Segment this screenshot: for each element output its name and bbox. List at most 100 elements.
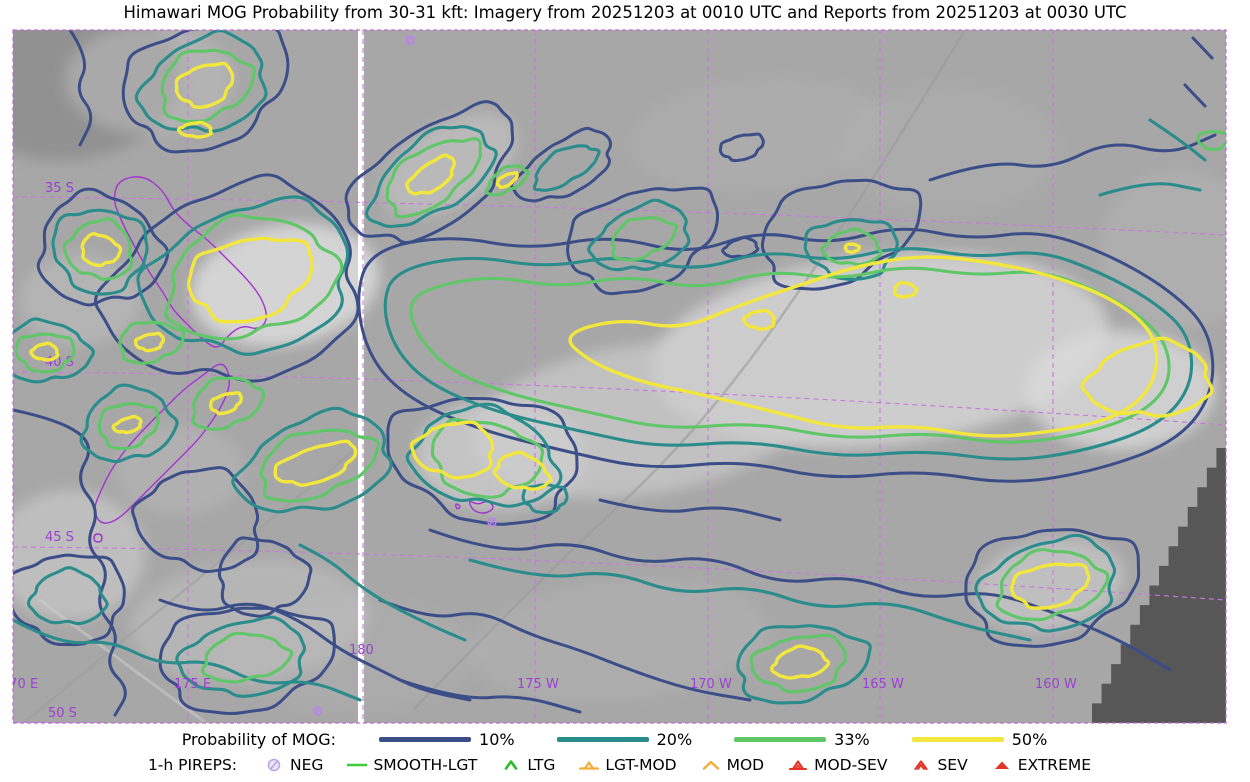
pirep-extreme-label: EXTREME: [1017, 755, 1092, 774]
cloud-patch: [840, 85, 1060, 215]
cloud-patch: [975, 538, 1125, 632]
latitude-label: 35 S: [45, 181, 74, 196]
mog-contour-20pct: [51, 208, 149, 296]
smooth-lgt-symbol-icon: [347, 763, 368, 766]
pirep-neg-marker: [487, 517, 497, 527]
sev-symbol-icon: [914, 759, 929, 770]
neg-symbol-icon: [267, 758, 281, 771]
mog-contour-10pct: [158, 606, 336, 716]
mog-contour-33pct: [200, 631, 294, 684]
mog-legend-item-33pct: 33%: [734, 730, 870, 749]
cloud-patch: [470, 578, 770, 702]
mod-sev-symbol-icon: [789, 759, 808, 770]
mog-contour-50pct: [892, 280, 919, 299]
mog-legend-row: Probability of MOG: 10% 20% 33% 50%: [0, 727, 1250, 752]
mog-contour-10pct: [566, 186, 720, 296]
latitude-label: 45 S: [45, 530, 74, 545]
mog-contour-33pct: [191, 376, 266, 431]
mog-contour-20pct: [13, 317, 95, 384]
map-border: [12, 29, 1227, 724]
cloud-patch: [115, 425, 245, 515]
mog-legend-title: Probability of MOG:: [181, 730, 337, 749]
pirep-smooth-lgt-label: SMOOTH-LGT: [373, 755, 478, 774]
mog-33pct-line-swatch: [734, 737, 827, 742]
mog-10pct-label: 10%: [479, 730, 515, 749]
mog-contour-50pct: [741, 308, 776, 331]
mog-contour-50pct: [111, 414, 143, 435]
mog-contour-50pct: [133, 331, 166, 353]
pirep-legend-item-smooth-lgt: SMOOTH-LGT: [345, 756, 477, 774]
mog-contour-33pct: [14, 332, 76, 374]
mog-contour-33pct: [1196, 129, 1226, 151]
coastline: [455, 503, 461, 510]
mog-contour-20pct: [365, 125, 498, 228]
seam-line: [412, 30, 967, 711]
mog-contour-10pct: [598, 498, 782, 522]
longitude-label: 180: [349, 643, 374, 658]
mog-contour-33pct: [484, 164, 530, 197]
latitude-label: 50 S: [48, 706, 77, 721]
mog-contour-20pct: [13, 618, 362, 702]
mog-contour-10pct: [36, 187, 170, 307]
mog-50pct-line-swatch: [911, 737, 1004, 742]
mog-contour-33pct: [160, 48, 256, 124]
mog-contour-20pct: [803, 218, 899, 281]
mog-contour-20pct: [134, 30, 268, 133]
mog-contour-10pct: [1183, 83, 1207, 108]
mog-contour-10pct: [357, 227, 1215, 483]
longitude-label: 175 W: [517, 677, 559, 692]
legend: Probability of MOG: 10% 20% 33% 50% 1-h …: [0, 727, 1250, 777]
mog-contour-20pct: [532, 144, 601, 192]
ltg-symbol-icon: [505, 759, 518, 770]
satellite-scan-edge-dark-region: [1092, 448, 1226, 723]
mog-contour-20pct: [1098, 182, 1202, 197]
pirep-legend-item-mod: MOD: [699, 756, 764, 774]
mog-contour-33pct: [610, 216, 678, 262]
longitude-label: 170 W: [690, 677, 732, 692]
coastline: [94, 363, 230, 524]
mog-contour-10pct: [386, 396, 579, 526]
mog-contour-33pct: [409, 266, 1171, 444]
mog-contour-20pct: [736, 624, 872, 705]
mog-contour-10pct: [158, 598, 472, 702]
coastline: [113, 176, 268, 348]
mog-contour-50pct: [769, 644, 831, 680]
mog-20pct-line-swatch: [556, 737, 649, 742]
pirep-legend-item-ltg: LTG: [499, 756, 555, 774]
mog-contour-33pct: [62, 217, 134, 282]
mog-contour-33pct: [97, 402, 160, 451]
mog-legend-item-20pct: 20%: [556, 730, 692, 749]
mog-legend-item-10pct: 10%: [379, 730, 515, 749]
mog-contour-50pct: [176, 120, 214, 139]
page-title: Himawari MOG Probability from 30-31 kft:…: [123, 3, 1127, 22]
coastline: [468, 500, 494, 514]
mog-contour-33pct: [749, 633, 847, 694]
mog-contour-50pct: [1009, 562, 1091, 610]
mog-contour-20pct: [298, 543, 467, 642]
cloud-texture-layer: [13, 30, 1226, 710]
mog-contour-50pct: [273, 439, 358, 487]
mog-contour-10pct: [131, 466, 260, 574]
pirep-neg-marker: [313, 706, 323, 716]
mog-contour-33pct: [385, 137, 483, 219]
mog-contour-50pct: [208, 391, 244, 416]
mog-contour-50pct: [80, 231, 123, 268]
pirep-legend-item-neg: NEG: [262, 756, 323, 774]
longitude-label: 170 E: [1, 677, 38, 692]
gridline-latitude: [13, 196, 1226, 236]
mog-contour-50pct: [409, 420, 495, 480]
pirep-neg-marker: [405, 35, 415, 45]
mod-symbol-icon: [702, 760, 719, 770]
mog-contour-33pct: [118, 320, 186, 365]
coastline-layer: [93, 176, 494, 543]
mog-contour-33pct: [820, 227, 883, 267]
longitude-label: 175 E: [174, 677, 211, 692]
mog-contour-20pct: [1148, 118, 1207, 162]
mog-contour-10pct: [217, 536, 313, 618]
mog-contour-20pct: [79, 383, 179, 464]
pirep-legend-row: 1-h PIREPS: NEG SMOOTH-LGT LTG: [0, 752, 1250, 777]
mog-contour-50pct: [568, 255, 1159, 438]
mog-contour-10pct: [94, 173, 360, 383]
